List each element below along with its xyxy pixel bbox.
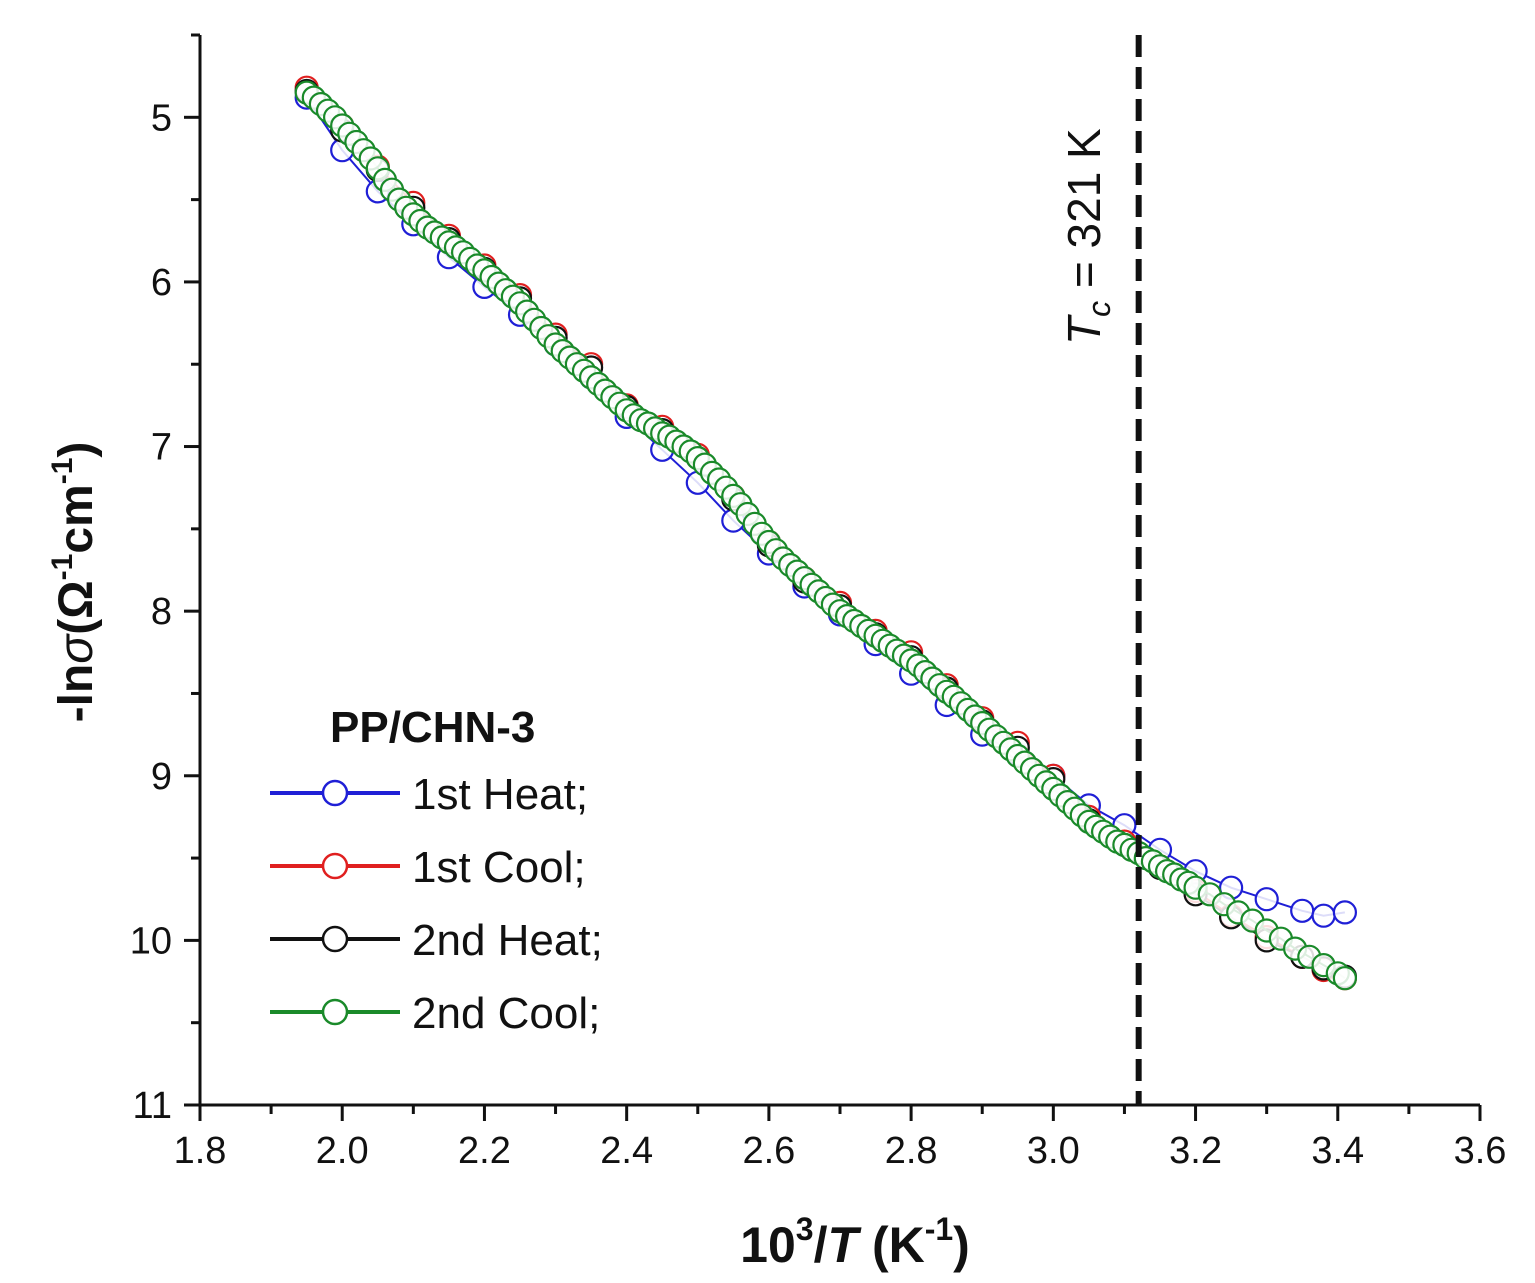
y-tick-label: 6 bbox=[151, 262, 172, 304]
y-axis-title: -lnσ(Ω-1cm-1) bbox=[46, 442, 103, 723]
legend-swatch-marker bbox=[321, 852, 349, 880]
x-tick-label: 2.8 bbox=[885, 1130, 938, 1172]
tc-label-subscript: c bbox=[1081, 301, 1117, 317]
legend-label: 2nd Heat; bbox=[412, 916, 603, 965]
data-point bbox=[1332, 900, 1358, 925]
y-tick-label: 5 bbox=[151, 97, 172, 139]
series-layer bbox=[294, 75, 1358, 991]
y-tick-label: 11 bbox=[133, 1085, 172, 1127]
x-tick-label: 2.6 bbox=[742, 1130, 795, 1172]
x-tick-label: 3.2 bbox=[1169, 1130, 1222, 1172]
x-title-K: (K bbox=[858, 1217, 925, 1273]
x-tick-label: 2.4 bbox=[600, 1130, 653, 1172]
data-point bbox=[1311, 903, 1336, 928]
legend-swatch-marker bbox=[321, 998, 349, 1026]
data-point bbox=[1254, 887, 1279, 912]
y-title-sup1: -1 bbox=[46, 554, 79, 581]
tc-annotation: Tc = 321 K bbox=[1058, 128, 1117, 345]
x-title-T: T bbox=[828, 1217, 863, 1273]
y-title-sigma: σ bbox=[50, 633, 103, 664]
tc-label-symbol: T bbox=[1058, 314, 1110, 345]
y-title-ln: -ln bbox=[50, 664, 103, 723]
legend-swatch-marker bbox=[321, 779, 349, 807]
x-tick-label: 2.2 bbox=[458, 1130, 511, 1172]
x-tick-label: 2.0 bbox=[316, 1130, 369, 1172]
legend-entry: 2nd Cool; bbox=[270, 989, 600, 1038]
legend-title: PP/CHN-3 bbox=[330, 703, 535, 752]
y-axis-ticks: 5 6 7 8 9 10 11 bbox=[130, 33, 200, 1127]
x-tick-label: 3.6 bbox=[1454, 1130, 1507, 1172]
legend-entry: 1st Cool; bbox=[270, 843, 586, 892]
x-tick-label: 3.0 bbox=[1027, 1130, 1080, 1172]
y-title-cm: cm bbox=[50, 484, 103, 553]
legend-label: 2nd Cool; bbox=[412, 989, 600, 1038]
data-point bbox=[1290, 898, 1315, 923]
x-title-sup3: 3 bbox=[796, 1211, 814, 1247]
y-title-close: ) bbox=[50, 442, 103, 458]
x-title-close: ) bbox=[953, 1217, 970, 1273]
x-tick-label: 1.8 bbox=[174, 1130, 227, 1172]
x-axis-title: 103/T (K-1) bbox=[740, 1211, 970, 1273]
y-tick-label: 8 bbox=[151, 591, 172, 633]
y-tick-label: 7 bbox=[151, 427, 172, 469]
x-title-10: 10 bbox=[740, 1217, 796, 1273]
y-title-sup2: -1 bbox=[46, 458, 79, 485]
legend-entry: 1st Heat; bbox=[270, 770, 588, 819]
legend-swatch-marker bbox=[321, 925, 349, 953]
x-tick-label: 3.4 bbox=[1311, 1130, 1364, 1172]
legend-entries: 1st Heat; 1st Cool; 2nd Heat; 2nd Cool; bbox=[270, 770, 603, 1038]
y-title-omega: (Ω bbox=[50, 580, 103, 634]
series-4 bbox=[294, 80, 1358, 991]
legend-entry: 2nd Heat; bbox=[270, 916, 603, 965]
x-title-slash: / bbox=[814, 1217, 828, 1273]
x-axis-ticks: 1.8 2.0 2.2 2.4 2.6 2.8 3.0 3.2 3.4 3.6 bbox=[174, 1105, 1507, 1172]
y-tick-label: 10 bbox=[130, 920, 172, 962]
tc-label-value: = 321 K bbox=[1058, 128, 1110, 301]
y-tick-label: 9 bbox=[151, 756, 172, 798]
x-title-sup-1: -1 bbox=[925, 1211, 953, 1247]
legend: PP/CHN-3 1st Heat; 1st Cool; 2nd Heat; 2nd … bbox=[270, 703, 603, 1038]
legend-label: 1st Cool; bbox=[412, 843, 586, 892]
data-point bbox=[1332, 966, 1358, 991]
legend-label: 1st Heat; bbox=[412, 770, 588, 819]
